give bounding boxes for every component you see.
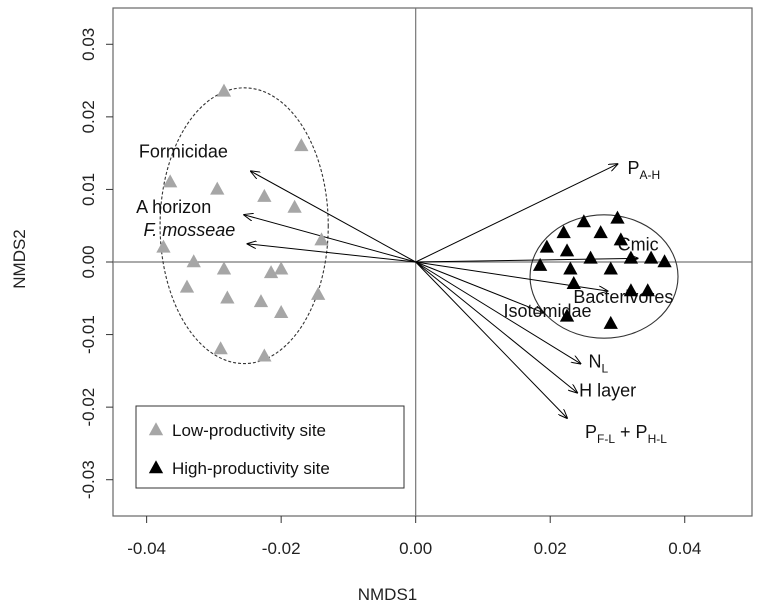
high-productivity-point (613, 232, 628, 246)
low-productivity-point (257, 188, 272, 202)
high-productivity-ellipse (529, 214, 679, 339)
vector-arrow (251, 171, 416, 263)
legend-low-label: Low-productivity site (172, 421, 326, 440)
vector-label: Cmic (618, 234, 659, 254)
y-tick-label: -0.03 (79, 460, 98, 499)
low-productivity-point (263, 265, 279, 279)
high-productivity-point (566, 275, 581, 289)
high-productivity-point (576, 214, 591, 228)
low-productivity-ellipse (159, 87, 329, 365)
low-productivity-point (253, 294, 269, 308)
vector-label: PA-H (627, 158, 660, 182)
vector-label: H layer (579, 381, 636, 401)
x-tick-label: 0.04 (668, 539, 701, 558)
y-tick-label: 0.03 (79, 28, 98, 61)
x-tick-label: 0.00 (399, 539, 432, 558)
high-productivity-point (603, 315, 618, 329)
vector-label: PF-L + PH-L (585, 422, 667, 446)
high-productivity-point (556, 225, 571, 239)
high-productivity-point (640, 283, 655, 297)
legend-high-marker (148, 460, 164, 474)
vector-arrow (248, 244, 416, 263)
high-productivity-point (623, 250, 639, 264)
vector-arrow (244, 215, 416, 263)
y-tick-label: -0.02 (79, 388, 98, 427)
vector-arrow (415, 164, 618, 263)
low-productivity-point (163, 174, 178, 188)
low-productivity-point (257, 348, 272, 362)
low-productivity-point (311, 286, 326, 300)
low-productivity-point (156, 239, 171, 253)
vector-arrow (415, 261, 544, 313)
high-productivity-point (643, 250, 659, 264)
low-productivity-point (186, 254, 201, 268)
y-tick-label: 0.01 (79, 173, 98, 206)
high-productivity-point (603, 261, 618, 275)
vector-label: A horizon (136, 197, 211, 217)
vector-label: F. mosseae (144, 220, 236, 240)
low-productivity-point (274, 305, 289, 318)
vector-arrow (415, 261, 581, 364)
low-productivity-point (179, 279, 195, 293)
high-productivity-point (532, 257, 548, 271)
legend-low-marker (148, 422, 164, 436)
high-productivity-point (563, 261, 578, 275)
low-productivity-point (216, 83, 232, 97)
vector-arrow (415, 261, 577, 393)
high-productivity-point (539, 239, 554, 253)
legend-box (135, 405, 405, 489)
low-productivity-point (220, 290, 235, 304)
low-productivity-point (274, 261, 289, 275)
y-tick-label: -0.01 (79, 315, 98, 354)
high-productivity-point (583, 250, 598, 264)
y-tick-label: 0.00 (79, 245, 98, 278)
low-productivity-point (210, 181, 225, 195)
vector-label: NL (588, 352, 608, 376)
legend-high-label: High-productivity site (172, 459, 330, 478)
high-productivity-point (593, 225, 608, 239)
high-productivity-point (559, 243, 575, 257)
x-tick-label: -0.02 (262, 539, 301, 558)
low-productivity-point (213, 341, 228, 355)
high-productivity-point (610, 210, 625, 224)
vector-arrow (415, 258, 638, 262)
high-productivity-point (559, 308, 575, 322)
high-productivity-point (657, 254, 672, 268)
y-tick-label: 0.02 (79, 100, 98, 133)
y-axis-title: NMDS2 (10, 229, 29, 289)
vector-arrow (415, 261, 567, 418)
low-productivity-point (287, 199, 302, 213)
high-productivity-point (623, 283, 639, 297)
low-productivity-point (294, 138, 309, 152)
x-tick-label: 0.02 (534, 539, 567, 558)
low-productivity-point (314, 232, 329, 246)
low-productivity-point (216, 261, 232, 275)
x-axis-title: NMDS1 (358, 585, 418, 604)
vector-label: Isotomidae (503, 301, 591, 321)
x-tick-label: -0.04 (127, 539, 166, 558)
vector-label: Formicidae (139, 141, 228, 161)
